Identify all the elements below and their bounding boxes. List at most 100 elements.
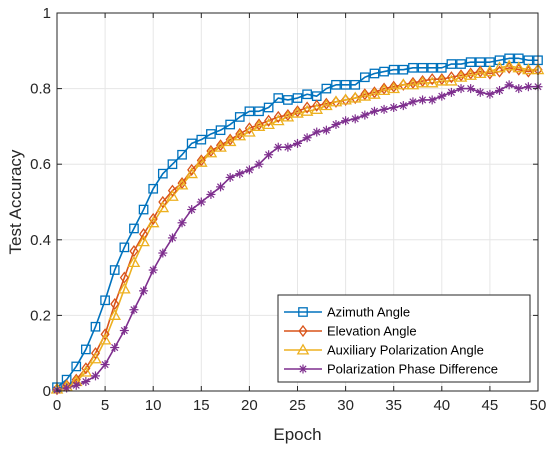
data-point <box>396 78 410 90</box>
data-point <box>90 371 100 381</box>
data-point <box>81 344 91 355</box>
data-point <box>81 377 91 387</box>
data-point <box>233 129 247 141</box>
x-tick-label: 15 <box>193 397 210 414</box>
data-point <box>350 114 360 124</box>
legend-label: Elevation Angle <box>327 324 417 339</box>
data-point <box>223 135 237 147</box>
x-tick-label: 30 <box>337 397 354 414</box>
data-point <box>243 125 256 137</box>
data-point <box>340 79 351 90</box>
data-point <box>291 106 304 118</box>
data-point <box>177 149 187 160</box>
data-point <box>273 110 283 124</box>
data-point <box>225 172 235 182</box>
legend-marker <box>298 307 308 317</box>
data-point <box>446 87 456 97</box>
data-point <box>138 204 149 215</box>
data-point <box>435 74 449 86</box>
data-point <box>427 95 437 105</box>
data-point <box>456 69 466 82</box>
y-tick-label: 0.4 <box>30 232 51 249</box>
data-point <box>98 333 112 345</box>
legend-label: Azimuth Angle <box>327 305 410 320</box>
series-markers <box>50 53 545 396</box>
data-point <box>196 154 206 167</box>
data-point <box>215 125 226 136</box>
data-point <box>369 86 380 99</box>
y-tick-label: 0.6 <box>30 156 51 173</box>
data-point <box>244 122 254 135</box>
legend-box <box>277 294 531 383</box>
data-point <box>215 139 226 152</box>
data-point <box>437 91 447 101</box>
series-markers-1 <box>52 53 543 393</box>
data-point <box>283 142 293 152</box>
data-point <box>157 168 168 179</box>
data-point <box>302 89 312 100</box>
data-point <box>158 195 168 209</box>
data-point <box>427 73 437 86</box>
data-point <box>446 59 457 69</box>
data-point <box>504 80 514 90</box>
x-tick-labels: 0 5 10 15 20 25 30 35 40 45 50 <box>53 397 547 414</box>
data-point <box>264 150 274 160</box>
data-point <box>358 89 372 101</box>
data-point <box>281 110 295 122</box>
data-point <box>523 82 533 92</box>
legend-item: Azimuth Angle <box>284 305 410 320</box>
x-tick-label: 25 <box>289 397 306 414</box>
data-point <box>262 117 275 130</box>
data-point <box>331 79 341 90</box>
y-axis-label: Test Accuracy <box>6 149 25 254</box>
data-point <box>225 119 236 130</box>
data-point <box>379 66 389 77</box>
data-point <box>158 248 168 258</box>
data-point <box>187 205 197 215</box>
data-point <box>100 295 110 306</box>
data-point <box>359 72 370 83</box>
x-tick-label: 35 <box>385 397 402 414</box>
data-point <box>108 308 122 320</box>
data-point <box>175 178 189 190</box>
data-point <box>464 68 477 80</box>
data-point <box>252 119 266 131</box>
data-point <box>292 93 303 103</box>
data-point <box>389 80 399 93</box>
data-point <box>331 120 341 130</box>
data-point <box>206 144 216 158</box>
data-point <box>360 110 370 120</box>
data-point <box>512 61 526 73</box>
data-point <box>369 106 379 116</box>
data-point <box>369 68 380 79</box>
data-point <box>273 93 284 103</box>
data-point <box>271 114 285 126</box>
data-point <box>235 127 245 141</box>
data-point <box>137 235 150 247</box>
data-point <box>300 104 314 116</box>
series-line-1 <box>56 57 538 388</box>
legend-item: Polarization Phase Difference <box>284 362 498 377</box>
data-point <box>264 114 274 127</box>
data-point <box>127 255 141 268</box>
data-point <box>100 360 110 370</box>
data-point <box>377 83 391 96</box>
data-point <box>446 71 456 84</box>
data-point <box>406 78 420 90</box>
data-point <box>214 140 227 152</box>
data-point <box>156 201 170 213</box>
legend-marker <box>298 324 308 338</box>
data-point <box>185 167 199 179</box>
data-point <box>177 177 187 190</box>
data-point <box>100 328 110 341</box>
x-tick-label: 40 <box>433 397 450 414</box>
data-point <box>292 105 303 118</box>
y-tick-label: 0 <box>43 383 51 400</box>
data-point <box>204 146 218 158</box>
data-point <box>79 365 93 377</box>
data-point <box>244 106 255 117</box>
data-point <box>320 99 333 111</box>
data-point <box>339 93 352 105</box>
y-tick-labels: 0 0.2 0.4 0.6 0.8 1 <box>30 5 51 400</box>
data-point <box>196 134 207 145</box>
